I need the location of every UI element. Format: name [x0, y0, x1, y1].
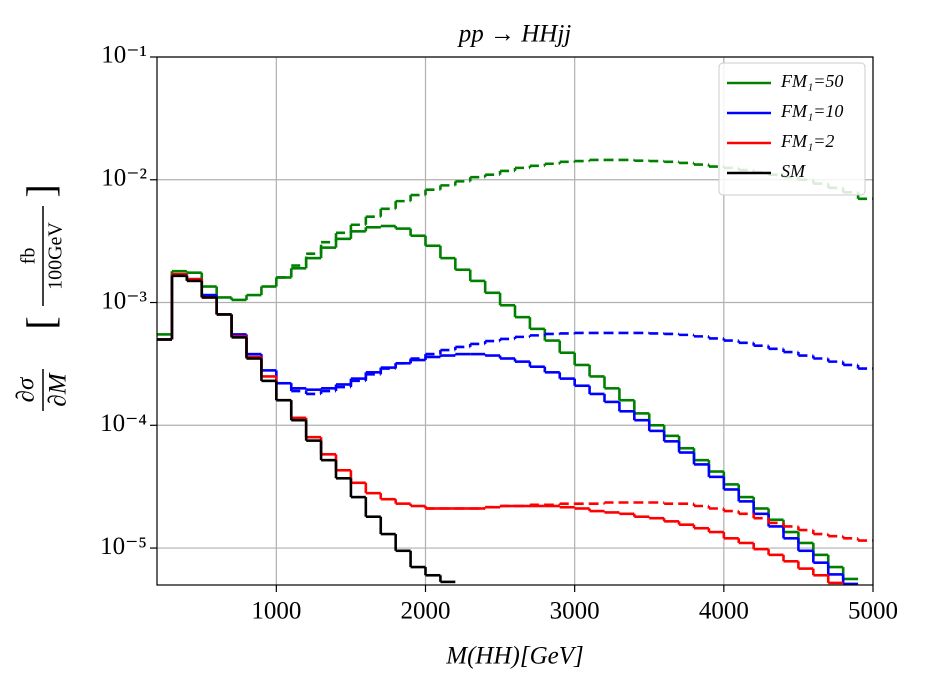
y-tick-label: 10⁻⁵ — [100, 533, 147, 560]
plot-area — [157, 158, 873, 586]
legend-label: FM₁=50 — [780, 71, 843, 91]
x-tick-label: 4000 — [699, 598, 749, 625]
y-unit-denominator: 100GeV — [45, 222, 67, 290]
legend-box — [718, 62, 866, 196]
y-tick-label: 10⁻³ — [101, 287, 147, 314]
x-tick-label: 3000 — [550, 598, 600, 625]
legend-label: FM₁=10 — [780, 101, 843, 121]
bracket: ] — [18, 184, 63, 197]
legend-label: SM — [781, 161, 806, 181]
bracket: [ — [18, 316, 63, 329]
y-label-numerator: ∂σ — [13, 376, 40, 402]
y-tick-label: 10⁻¹ — [101, 42, 147, 69]
chart-title: pp → HHjj — [457, 21, 572, 48]
axes-frame — [156, 56, 874, 586]
y-tick-label: 10⁻² — [101, 164, 147, 191]
x-tick-label: 2000 — [401, 598, 451, 625]
y-unit-numerator: fb — [18, 248, 40, 265]
legend-label: FM₁=2 — [780, 131, 834, 151]
x-axis-label: M(HH)[GeV] — [445, 643, 583, 670]
y-axis-label: ∂σ ∂M [ fb 100GeV ] — [13, 184, 72, 411]
x-tick-label: 5000 — [848, 598, 898, 625]
x-tick-label: 1000 — [251, 598, 301, 625]
y-tick-label: 10⁻⁴ — [100, 410, 147, 437]
legend: FM₁=50 FM₁=10 FM₁=2 SM — [718, 62, 866, 196]
y-label-denominator: ∂M — [45, 372, 72, 406]
